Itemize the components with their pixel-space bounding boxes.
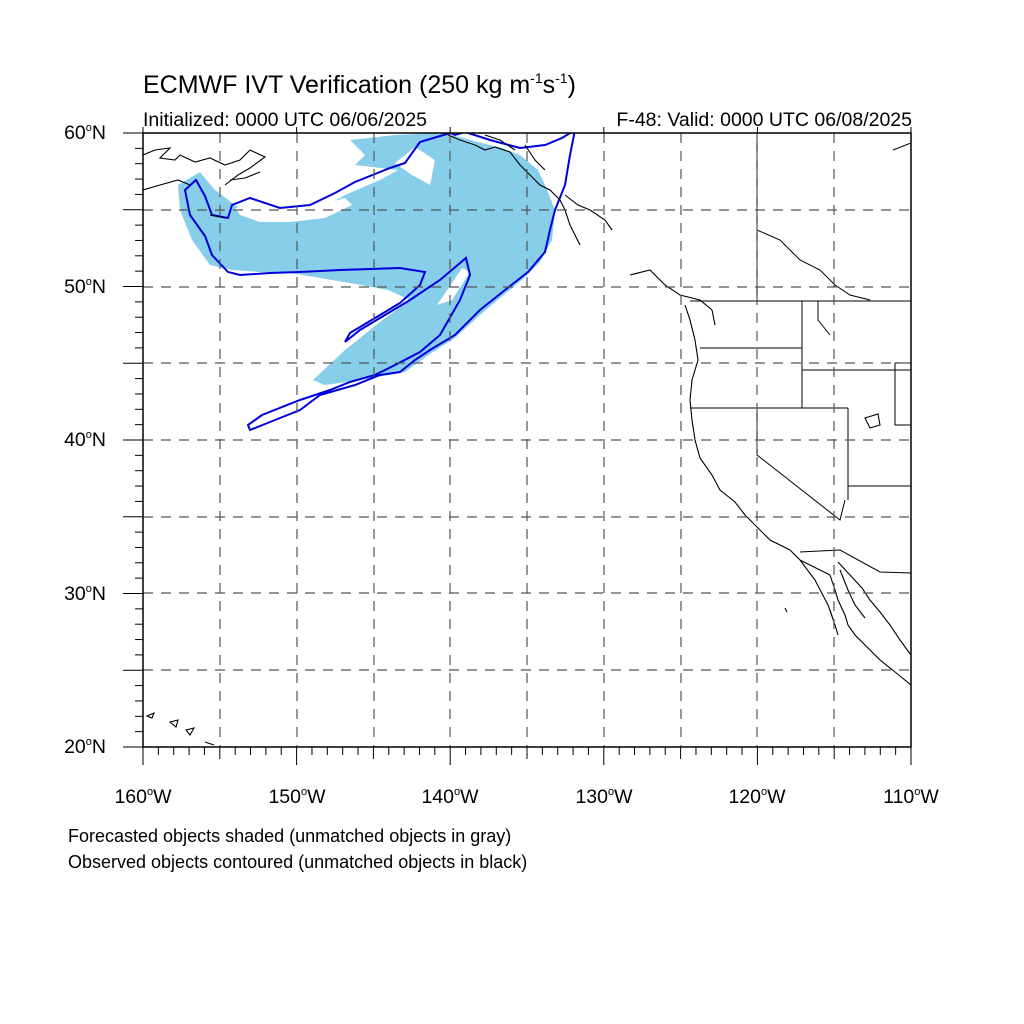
coastline-panhandle xyxy=(447,134,613,246)
islands xyxy=(145,413,881,746)
lon-label-130w: 130oW xyxy=(575,786,633,808)
chart-title: ECMWF IVT Verification (250 kg m-1s-1) xyxy=(143,70,576,99)
lon-label-120w: 120oW xyxy=(728,786,786,808)
graticule xyxy=(143,133,911,747)
note-observed: Observed objects contoured (unmatched ob… xyxy=(68,852,528,872)
lat-label-60: 60oN xyxy=(64,122,106,144)
lat-label-20: 20oN xyxy=(64,736,106,758)
note-forecast: Forecasted objects shaded (unmatched obj… xyxy=(68,826,512,846)
coastline-pacific-nw xyxy=(629,269,911,686)
lon-label-110w: 110oW xyxy=(883,786,939,808)
forecast-object-gap xyxy=(395,147,435,185)
coastlines xyxy=(143,133,911,746)
lat-label-50: 50oN xyxy=(64,276,106,298)
lon-label-150w: 150oW xyxy=(268,786,326,808)
initialized-time: Initialized: 0000 UTC 06/06/2025 xyxy=(143,109,428,131)
valid-time: F-48: Valid: 0000 UTC 06/08/2025 xyxy=(616,109,912,131)
lat-label-30: 30oN xyxy=(64,583,106,605)
observed-object-contour xyxy=(183,133,576,432)
political-boundaries xyxy=(690,133,911,574)
forecast-objects xyxy=(178,133,555,385)
lon-label-140w: 140oW xyxy=(421,786,479,808)
forecast-object xyxy=(178,133,555,385)
lon-label-160w: 160oW xyxy=(114,786,172,808)
coastline-alaska xyxy=(143,147,267,219)
observed-objects xyxy=(183,133,576,432)
axis-ticks xyxy=(123,127,912,765)
coastline-gulf-of-california xyxy=(837,561,911,656)
lat-label-40: 40oN xyxy=(64,429,106,451)
